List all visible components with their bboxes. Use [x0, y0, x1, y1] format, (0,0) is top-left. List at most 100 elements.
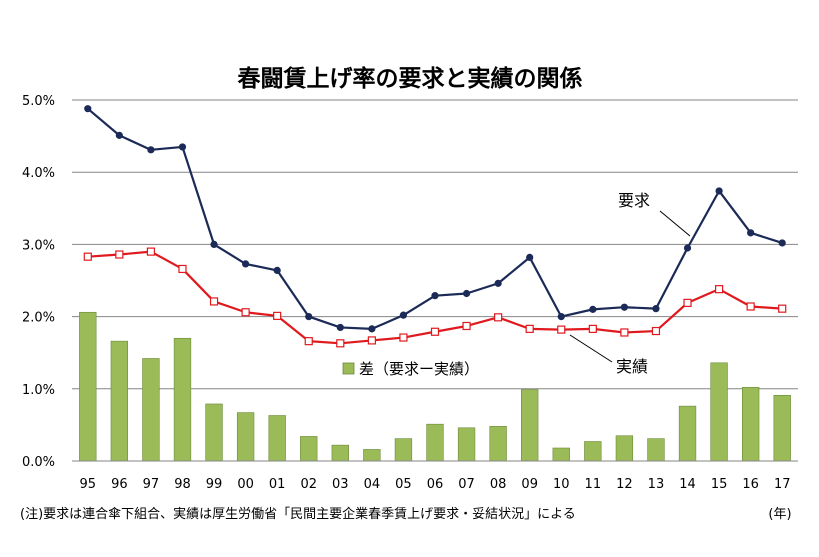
demand-point [526, 253, 534, 261]
difference-bar [426, 423, 444, 462]
y-tick-label: 1.0% [22, 383, 55, 398]
demand-point [399, 311, 408, 319]
actual-point [209, 297, 219, 306]
actual-point [746, 302, 755, 311]
grid-lines [72, 99, 798, 390]
x-tick-label: 16 [742, 477, 759, 492]
demand-point [368, 325, 376, 333]
actual-point [367, 336, 376, 345]
x-tick-label: 97 [143, 477, 160, 492]
x-unit-label: (年) [768, 507, 791, 522]
demand-point [305, 313, 313, 321]
difference-bar [584, 441, 602, 462]
difference-bar [268, 415, 286, 462]
x-tick-label: 11 [585, 477, 602, 492]
actual-leader-line [569, 334, 613, 363]
x-tick-label: 05 [395, 477, 412, 492]
difference-bar [552, 447, 570, 462]
x-axis-ticks: 95 96 97 98 99 00 01 02 03 04 05 06 07 08 09 10 11 12 13 14… [80, 477, 791, 492]
difference-bar [205, 403, 223, 462]
difference-bar [615, 435, 634, 462]
actual-point [273, 311, 282, 320]
actual-annotation: 実績 [616, 357, 648, 376]
demand-point [747, 229, 755, 237]
x-tick-label: 12 [616, 477, 633, 492]
x-tick-label: 07 [458, 477, 475, 492]
actual-point [241, 308, 250, 317]
difference-bar [79, 311, 97, 462]
actual-point [714, 285, 724, 294]
demand-point [778, 239, 786, 247]
y-tick-label: 2.0% [22, 311, 55, 326]
actual-point [557, 325, 566, 334]
difference-bar [457, 427, 476, 462]
demand-point [178, 143, 187, 151]
actual-point [620, 328, 629, 337]
actual-point [430, 327, 440, 336]
difference-bar [741, 387, 760, 462]
difference-bar [394, 438, 413, 462]
x-tick-label: 99 [206, 477, 223, 492]
difference-bar [647, 438, 665, 462]
x-tick-label: 14 [679, 477, 696, 492]
x-tick-label: 09 [521, 477, 538, 492]
actual-point [178, 264, 187, 274]
difference-bar [363, 449, 381, 462]
y-tick-label: 4.0% [22, 166, 55, 181]
demand-point [431, 292, 439, 300]
x-tick-label: 98 [174, 477, 191, 492]
actual-point [778, 304, 787, 313]
demand-point [84, 105, 92, 113]
actual-point [304, 337, 313, 346]
x-tick-label: 01 [269, 477, 286, 492]
x-tick-label: 96 [111, 477, 128, 492]
difference-bar [710, 362, 728, 462]
actual-point [115, 250, 124, 259]
x-tick-label: 08 [490, 477, 507, 492]
difference-bar [142, 358, 160, 462]
x-tick-label: 06 [427, 477, 444, 492]
x-tick-label: 13 [648, 477, 665, 492]
demand-point [336, 323, 344, 332]
actual-point [525, 324, 534, 333]
series-lines [83, 105, 787, 348]
actual-point [336, 339, 345, 348]
difference-bar [300, 436, 318, 462]
x-tick-label: 00 [237, 477, 254, 492]
demand-point [273, 266, 281, 274]
actual-point [462, 321, 471, 331]
y-axis-ticks: 0.0% 1.0% 2.0% 3.0% 4.0% 5.0% [22, 94, 55, 470]
x-tick-label: 95 [80, 477, 97, 492]
actual-point [494, 313, 503, 322]
demand-leader-line [659, 210, 691, 237]
demand-point [115, 131, 123, 139]
x-tick-label: 15 [711, 477, 728, 492]
difference-bar [678, 405, 697, 462]
chart-title: 春闘賃上げ率の要求と実績の関係 [237, 65, 583, 92]
actual-point [651, 326, 661, 336]
demand-point [462, 289, 471, 298]
actual-point [146, 247, 156, 256]
actual-point [588, 324, 597, 333]
difference-bar [331, 444, 349, 462]
demand-point [683, 244, 692, 252]
demand-point [210, 240, 218, 248]
actual-point [399, 333, 408, 342]
demand-point [557, 313, 565, 321]
demand-point [652, 305, 660, 313]
x-tick-label: 10 [553, 477, 570, 492]
difference-bar [521, 389, 539, 462]
demand-point [620, 303, 628, 311]
x-tick-label: 04 [364, 477, 381, 492]
actual-point [83, 252, 92, 261]
legend-label: 差（要求ー実績） [359, 360, 479, 378]
demand-point [242, 260, 250, 268]
demand-point [589, 305, 597, 313]
demand-point [715, 187, 723, 195]
y-tick-label: 5.0% [22, 94, 55, 109]
y-tick-label: 3.0% [22, 238, 55, 253]
difference-bar [773, 394, 791, 462]
x-tick-label: 02 [300, 477, 317, 492]
demand-annotation: 要求 [618, 191, 650, 210]
